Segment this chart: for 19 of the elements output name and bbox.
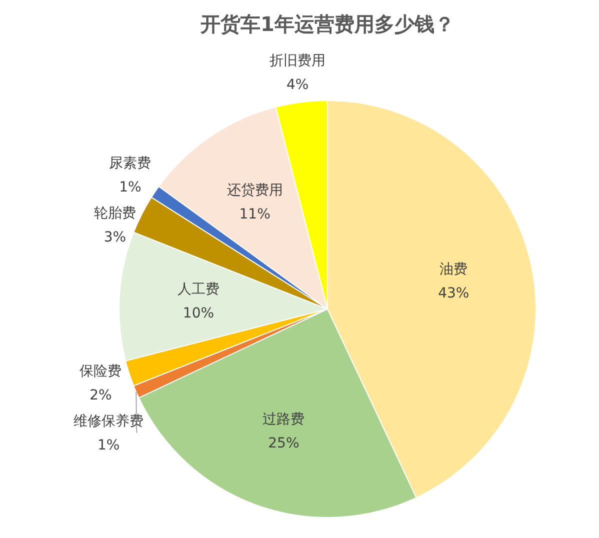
slice-label: 维修保养费 [74, 413, 144, 430]
data-label: 3% [104, 230, 126, 246]
slice-label: 过路费 [262, 411, 305, 428]
data-label: 10% [182, 306, 214, 322]
slice-label: 人工费 [177, 282, 220, 298]
slice-label: 保险费 [80, 363, 122, 380]
data-label: 25% [268, 435, 300, 452]
slice-label: 尿素费 [109, 156, 152, 172]
slice-label: 还贷费用 [226, 182, 283, 199]
data-label: 2% [90, 387, 112, 404]
slice-label: 油费 [440, 261, 468, 278]
data-label: 1% [119, 180, 142, 196]
slice-label: 折旧费用 [270, 53, 326, 70]
slice-label: 轮胎费 [94, 206, 136, 222]
data-label: 43% [438, 285, 470, 302]
data-label: 1% [98, 437, 120, 454]
data-label: 4% [286, 77, 309, 94]
data-label: 11% [239, 206, 270, 223]
chart-title: 开货车1年运营费用多少钱？ [200, 12, 454, 36]
